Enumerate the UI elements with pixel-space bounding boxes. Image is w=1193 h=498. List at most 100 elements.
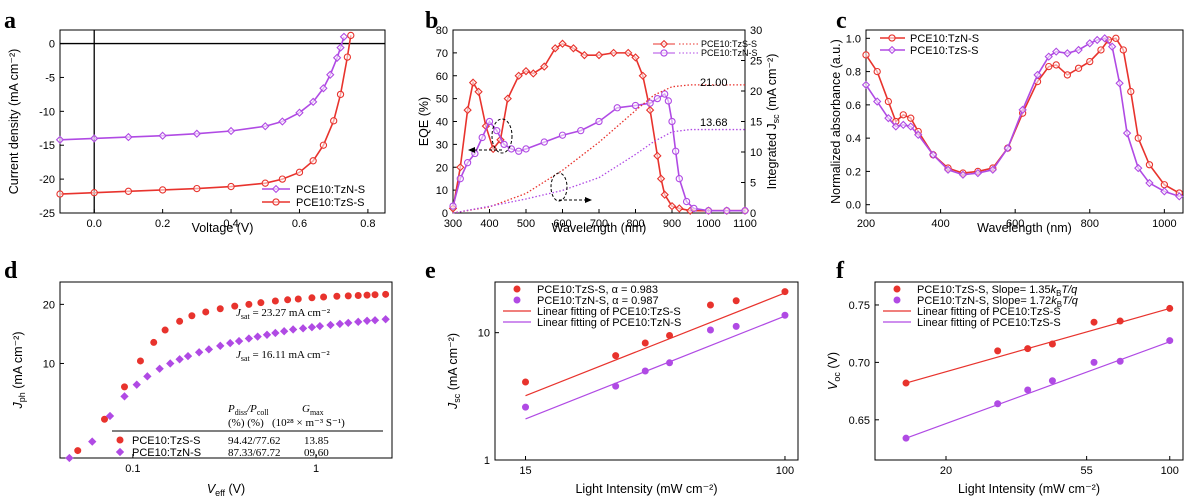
data-point [261, 179, 269, 187]
data-point [245, 300, 253, 308]
data-point [294, 295, 302, 303]
data-point [661, 90, 669, 98]
data-point [124, 132, 133, 142]
data-point [873, 67, 881, 76]
data-point [675, 204, 684, 213]
data-point [105, 411, 115, 421]
data-point [158, 186, 167, 194]
legend-label-part: k [1051, 284, 1057, 296]
data-point [333, 292, 341, 300]
legend-label-part: T/q [1061, 284, 1078, 296]
x-axis-label: Light Intensity (mW cm⁻²) [958, 482, 1100, 496]
x-tick-label: 800 [1081, 218, 1099, 230]
data-point [641, 339, 649, 347]
axes-frame [874, 281, 1184, 461]
data-point [90, 189, 98, 197]
data-point [362, 316, 372, 325]
data-point [332, 53, 342, 62]
data-point [551, 44, 560, 53]
axes-frame [59, 29, 386, 214]
data-point [216, 305, 224, 313]
data-point [522, 378, 530, 386]
data-point [307, 323, 317, 332]
data-point [613, 104, 621, 112]
legend-marker [887, 45, 897, 55]
data-point [914, 130, 923, 139]
legend-label: PCE10:TzN-S [296, 184, 365, 196]
data-point [1166, 337, 1174, 345]
integrated-jsc-line [452, 128, 745, 214]
data-point [343, 53, 352, 61]
data-point [1115, 79, 1124, 88]
data-point [261, 122, 270, 131]
data-point [540, 62, 549, 71]
table-marker [115, 447, 125, 457]
y-tick-label: -20 [39, 174, 55, 186]
y-tick-label: 70 [436, 48, 448, 60]
y-tick-label: 0.6 [846, 100, 861, 112]
data-point [161, 326, 169, 334]
table-header-p-part: /P [246, 403, 257, 415]
data-point [308, 294, 316, 302]
y-axis-label-part: J [446, 402, 460, 410]
x-tick-label: 200 [857, 218, 875, 230]
y2-tick-label: 15 [750, 117, 762, 129]
legend-marker [513, 285, 521, 293]
data-point [943, 165, 953, 174]
data-point [315, 321, 325, 331]
y-tick-label: 10 [43, 358, 55, 370]
legend-label: PCE10:TzS-S [910, 45, 978, 57]
data-point [90, 134, 99, 143]
data-point [308, 97, 318, 107]
data-point [690, 204, 698, 213]
y-axis-label-part: J [11, 402, 25, 410]
data-point [928, 150, 938, 159]
data-point [65, 453, 74, 463]
x-axis-label: Veff (V) [207, 482, 245, 498]
x-tick-label: 1100 [733, 218, 757, 230]
data-point [641, 367, 649, 375]
jsat-annotation-red-part: J [236, 307, 242, 319]
x-tick-label: 600 [1006, 218, 1024, 230]
y-tick-label: 0.65 [849, 415, 870, 427]
data-point [1074, 64, 1083, 72]
legend-label: Linear fitting of PCE10:TzS-S [917, 306, 1061, 318]
data-point [891, 122, 901, 131]
eqe-line [452, 92, 745, 212]
x-tick-label: 55 [1081, 465, 1093, 477]
y-tick-label: 60 [436, 71, 448, 83]
panel-e: e 15 100 1 10 Light Intensity (mW cm⁻²) Jsc (m… [425, 258, 799, 496]
table-header-p-part: diss [235, 408, 247, 417]
data-point [183, 351, 193, 361]
x-axis-label: Voltage (V) [192, 221, 254, 235]
data-point [1122, 128, 1132, 138]
y-tick-label: 0.4 [846, 133, 861, 145]
y-tick-label: 30 [436, 139, 448, 151]
arrowhead-left [468, 147, 475, 153]
table-row-g: 13.85 [304, 435, 329, 447]
y-axis-label: Normalized absorbance (a.u.) [829, 39, 843, 204]
legend-marker [272, 198, 280, 206]
data-point [612, 352, 620, 360]
annotation-21: 21.00 [700, 77, 728, 89]
legend-marker [660, 49, 668, 57]
data-point [326, 70, 335, 79]
y-tick-label: 0.2 [846, 166, 861, 178]
data-point [271, 328, 280, 338]
legend-label: PCE10:TzN-S [910, 33, 979, 45]
data-point [124, 187, 133, 195]
data-point [1116, 317, 1124, 325]
legend-label: PCE10:TzN-S [701, 48, 758, 58]
data-point [958, 170, 968, 179]
y2-axis-label-part: (mA cm⁻²) [765, 54, 779, 115]
marker-ellipse-right [550, 172, 568, 202]
y-axis-label: EQE (%) [417, 97, 431, 146]
data-point [347, 31, 355, 40]
data-point [653, 151, 662, 160]
data-point [899, 120, 908, 130]
table-header-g: Gmax [302, 403, 324, 417]
y-tick-label: -25 [39, 208, 55, 220]
x-tick-label: 0.4 [223, 218, 238, 230]
y-axis-label-part: (V) [826, 352, 840, 372]
data-point [521, 66, 531, 76]
